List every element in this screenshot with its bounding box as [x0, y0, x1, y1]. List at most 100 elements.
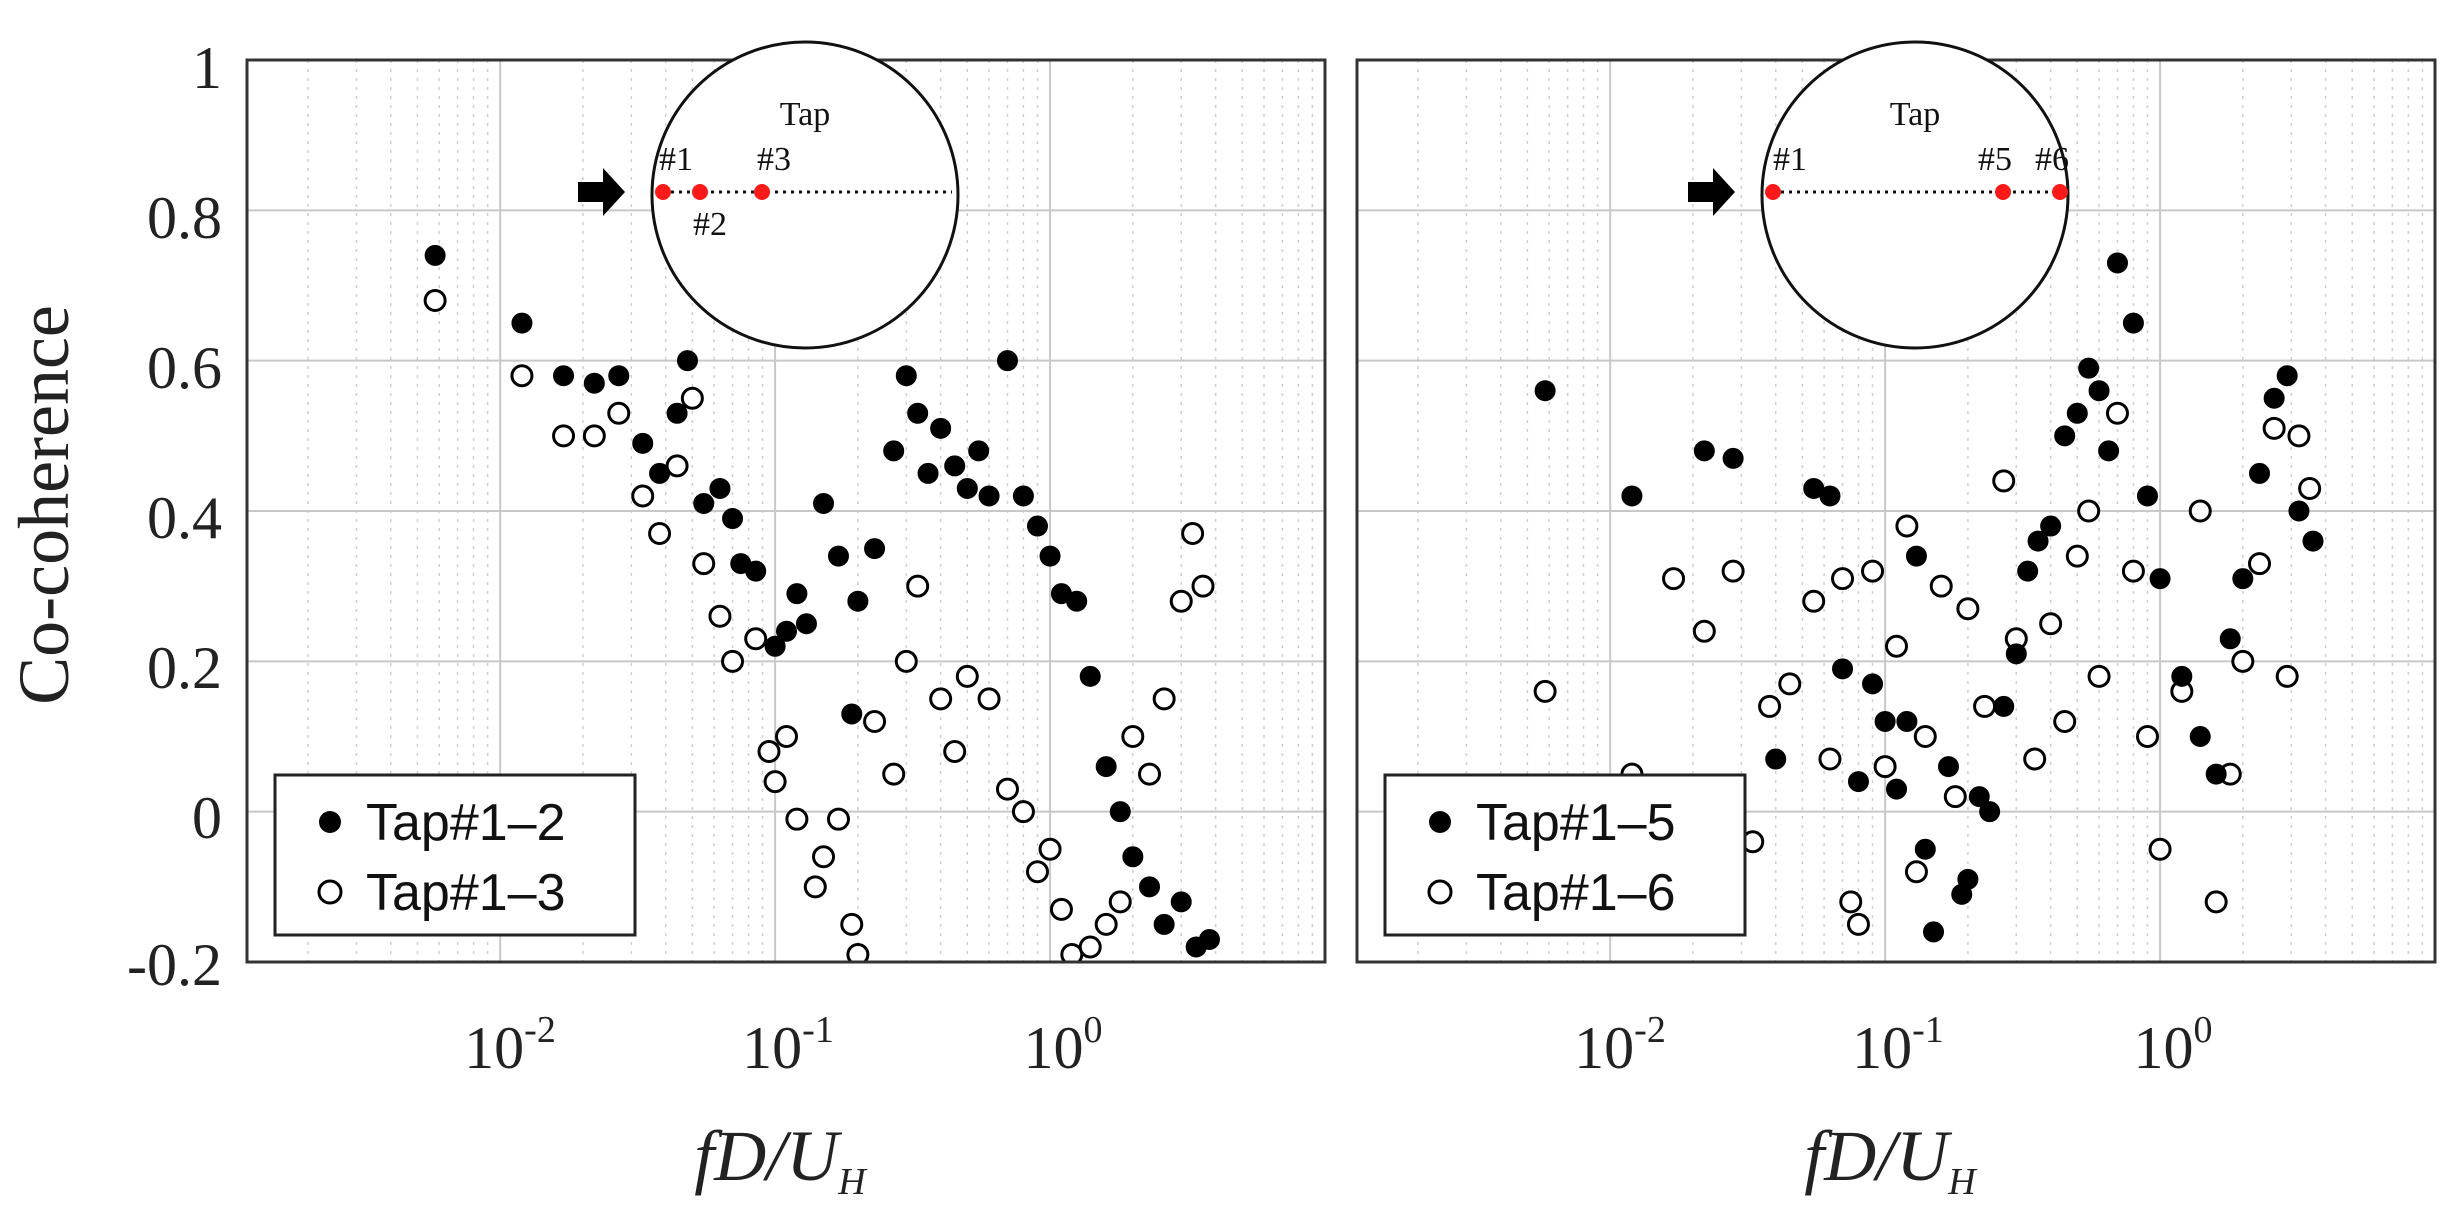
data-point-open [1904, 860, 1928, 884]
xtick-label: 10-2 [464, 1009, 556, 1081]
data-point-filled [2027, 530, 2049, 552]
data-point-open [2053, 709, 2077, 733]
right-inset-diagram: Tap #1 #5 #6 [1688, 40, 2070, 350]
data-point-open [1873, 755, 1897, 779]
data-point-open [1943, 785, 1967, 809]
legend-label: Tap#1–2 [366, 794, 566, 852]
data-point-filled [2005, 643, 2027, 665]
data-point-open [763, 770, 787, 794]
data-point-filled [2219, 628, 2241, 650]
data-point-open [1831, 567, 1855, 591]
ytick-label: 0.8 [147, 185, 222, 251]
data-point-open [423, 289, 447, 313]
data-point-open [1839, 890, 1863, 914]
right-points [1533, 252, 2324, 943]
data-point-filled [1012, 485, 1034, 507]
data-point-open [2135, 725, 2159, 748]
data-point-open [2065, 544, 2089, 568]
data-point-open [1973, 694, 1997, 718]
data-point-filled [2302, 530, 2324, 552]
xtick-label: 10-2 [1574, 1009, 1666, 1081]
data-point-filled [1534, 380, 1556, 402]
data-point-filled [1847, 771, 1869, 793]
data-point-open [1038, 837, 1062, 861]
data-point-filled [864, 538, 886, 560]
tap-point [754, 184, 770, 200]
data-point-open [2023, 747, 2047, 771]
data-point-open [744, 627, 768, 651]
data-point-open [812, 845, 836, 869]
data-point-open [607, 401, 631, 425]
data-point-filled [841, 703, 863, 725]
data-point-filled [1937, 756, 1959, 778]
data-point-open [552, 424, 576, 448]
data-point-open [1025, 860, 1049, 884]
data-point-open [1049, 897, 1073, 921]
left-grid [247, 60, 1325, 962]
data-point-open [785, 807, 809, 831]
data-point-open [1138, 762, 1162, 786]
data-point-open [510, 364, 534, 388]
data-point-open [1692, 619, 1716, 643]
data-point-open [2262, 416, 2286, 440]
data-point-open [1121, 725, 1145, 748]
data-point-filled [944, 455, 966, 477]
data-point-open [1992, 469, 2016, 493]
data-point-filled [1914, 838, 1936, 860]
data-point-open [1846, 912, 1870, 936]
data-point-filled [2288, 500, 2310, 522]
data-point-open [1895, 514, 1919, 538]
data-point-filled [978, 485, 1000, 507]
data-point-filled [583, 372, 605, 394]
data-point-filled [2066, 402, 2088, 424]
data-point-filled [2088, 380, 2110, 402]
data-point-open [680, 386, 704, 410]
data-point-filled [2017, 560, 2039, 582]
data-point-open [582, 424, 606, 448]
data-point-filled [1079, 665, 1101, 687]
data-point-open [2204, 890, 2228, 914]
ytick-label: -0.2 [127, 932, 222, 998]
data-point-filled [1139, 876, 1161, 898]
data-point-open [665, 454, 689, 478]
xtick-label: 10-1 [1852, 1009, 1944, 1081]
data-point-open [977, 687, 1001, 711]
data-point-filled [1874, 710, 1896, 732]
data-point-filled [676, 350, 698, 372]
data-point-open [2148, 837, 2172, 861]
data-point-open [882, 762, 906, 786]
data-point-open [708, 604, 732, 628]
legend-marker-open [1427, 879, 1453, 905]
data-point-filled [1993, 695, 2015, 717]
data-point-open [2275, 664, 2299, 688]
data-point-open [774, 725, 798, 748]
data-point-open [721, 649, 745, 673]
left-points [423, 244, 1220, 962]
legend-marker-open [317, 879, 343, 905]
data-point-open [757, 740, 781, 764]
data-point-open [1152, 687, 1176, 711]
data-point-filled [1905, 545, 1927, 567]
inset-circle [650, 40, 960, 350]
data-point-filled [2189, 726, 2211, 747]
data-point-filled [1885, 778, 1907, 800]
tap-point [692, 184, 708, 200]
legend-label: Tap#1–3 [366, 864, 566, 922]
data-point-open [863, 709, 887, 733]
data-point-filled [2106, 252, 2128, 274]
data-point-filled [775, 620, 797, 642]
data-point-filled [1979, 801, 2001, 823]
data-point-open [1662, 567, 1686, 591]
data-point-open [2121, 559, 2145, 583]
data-point-open [846, 942, 870, 962]
right-legend: Tap#1–5 Tap#1–6 [1383, 773, 1747, 937]
data-point-open [2105, 401, 2129, 425]
data-point-filled [511, 312, 533, 334]
legend-box [1383, 773, 1747, 937]
data-point-open [1884, 634, 1908, 658]
data-point-filled [883, 440, 905, 462]
data-point-open [2039, 612, 2063, 636]
data-point-open [1181, 522, 1205, 546]
y-axis-title: Co-coherence [4, 305, 84, 705]
